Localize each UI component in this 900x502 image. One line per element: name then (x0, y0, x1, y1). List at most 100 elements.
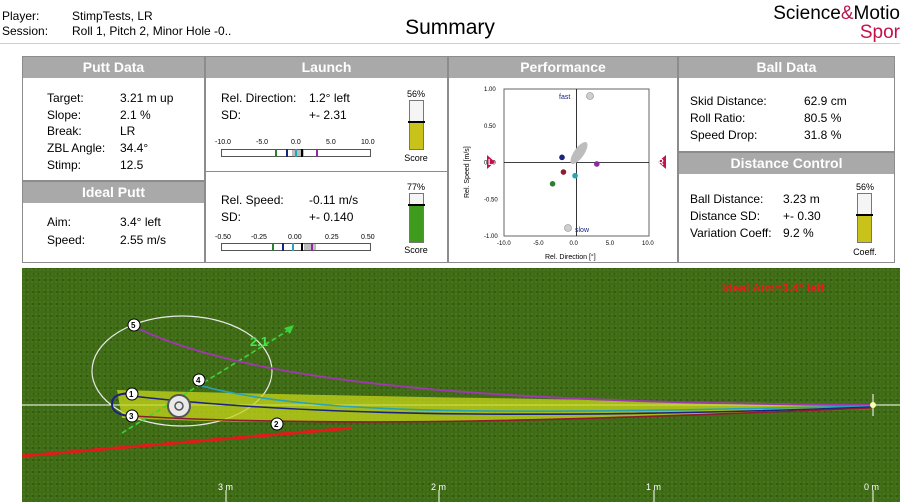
zbl-angle-label: ZBL Angle: (47, 141, 106, 155)
ball-distance-value: 3.23 m (783, 192, 820, 206)
distance-control-panel: Distance Control Ball Distance: 3.23 m D… (678, 152, 895, 263)
x-tick-label: 10.0 (642, 241, 654, 247)
ball-data-heading: Ball Data (679, 57, 894, 78)
right-marker-arrow (658, 155, 666, 169)
zbl-angle-value: 34.4° (120, 141, 149, 155)
roll-ratio-value: 80.5 % (804, 111, 842, 125)
putt-corridor (117, 390, 872, 423)
launch-heading: Launch (206, 57, 447, 78)
putt-data-panel: Putt Data Target: 3.21 m up Slope: 2.1 %… (22, 56, 205, 181)
hole-icon (870, 402, 876, 408)
y-tick-label: 1.00 (484, 87, 496, 93)
speed-tick-4: 0.50 (361, 234, 375, 241)
speed-tick-1: -0.25 (251, 234, 267, 241)
direction-sd-line (121, 327, 293, 434)
coeff-score-percent: 56% (855, 182, 874, 192)
left-marker-label: L (488, 158, 493, 167)
aim-value: 3.4° left (120, 215, 161, 229)
left-marker-arrow (487, 155, 495, 169)
speed-drop-value: 31.8 % (804, 128, 842, 142)
speed-tick-0: -0.50 (215, 234, 231, 241)
putt-data-heading: Putt Data (23, 57, 204, 78)
rel-direction-label: Rel. Direction: (221, 91, 297, 105)
ideal-putt-heading: Ideal Putt (23, 182, 204, 203)
putt-marker-3-label: 3 (129, 412, 134, 421)
aim-label: Aim: (47, 215, 71, 229)
skid-distance-value: 62.9 cm (804, 94, 847, 108)
y-tick-label: -1.00 (484, 234, 498, 240)
target-value: 3.21 m up (120, 91, 174, 105)
coeff-score-label: Coeff. (853, 247, 877, 257)
scatter-point-2 (560, 169, 567, 175)
speed-sd-value: +- 0.140 (309, 210, 354, 224)
stimp-label: Stimp: (47, 158, 82, 172)
player-value: StimpTests, LR (72, 9, 153, 23)
header-divider (0, 43, 900, 44)
putt-marker-4 (192, 373, 206, 387)
putt-marker-3 (125, 409, 139, 423)
direction-tick-3: 5.0 (326, 139, 336, 146)
session-value: Roll 1, Pitch 2, Minor Hole -0.. (72, 24, 232, 38)
direction-tick-4: 10.0 (361, 139, 375, 146)
direction-arrow-head (284, 325, 294, 334)
scatter-point-3 (549, 181, 556, 187)
putt-trajectory-overlay: 1 2 3 4 5 2.1 Ideal Aim=3.4° left (22, 281, 900, 502)
putt-marker-4-label: 4 (196, 376, 201, 385)
target-label: Target: (47, 91, 84, 105)
break-label: Break: (47, 124, 82, 138)
speed-tick-3: 0.25 (325, 234, 339, 241)
brand-amp: & (840, 3, 854, 24)
putt-marker-5 (127, 318, 141, 332)
distance-sd-value: +- 0.30 (783, 209, 821, 223)
y-tick-label: 0.50 (484, 124, 496, 130)
stimp-value: 12.5 (120, 158, 144, 172)
slow-label: slow (575, 227, 590, 234)
direction-tick-2: 0.0 (291, 139, 301, 146)
speed-score-percent: 77% (406, 182, 425, 192)
putt-trajectory-4 (201, 385, 873, 412)
performance-panel: Performance -10.0-5.00.05.010.01.000.500… (448, 56, 678, 263)
speed-tick-2: 0.00 (288, 234, 302, 241)
speed-label: Speed: (47, 233, 86, 247)
direction-sd-value: +- 2.31 (309, 108, 347, 122)
direction-score-bar (408, 100, 425, 150)
putt-marker-1 (125, 387, 139, 401)
direction-tick-1: -5.0 (256, 139, 269, 146)
x-tick-label: -10.0 (497, 241, 511, 247)
putt-trajectory-5 (136, 327, 873, 406)
speed-value: 2.55 m/s (120, 233, 167, 247)
player-label: Player: (2, 9, 40, 23)
scatter-point-1 (559, 154, 565, 161)
variation-coeff-value: 9.2 % (783, 226, 814, 240)
direction-tick-0: -10.0 (215, 139, 231, 146)
launch-panel: Launch Rel. Direction: 1.2° left SD: +- … (205, 56, 448, 263)
performance-chart: -10.0-5.00.05.010.01.000.500.00-0.50-1.0… (464, 87, 666, 261)
y-axis-label: Rel. Speed [m/s] (464, 146, 471, 198)
distance-label-1m: 1 m (646, 482, 662, 492)
direction-scale (221, 149, 371, 157)
right-marker-label: R (658, 158, 664, 167)
scatter-point-4 (594, 161, 600, 167)
brand-word-sport: Spor (859, 22, 900, 43)
ball-distance-label: Ball Distance: (690, 192, 764, 206)
distance-control-heading: Distance Control (679, 153, 894, 174)
fast-label: fast (559, 94, 570, 101)
ideal-putt-panel: Ideal Putt Aim: 3.4° left Speed: 2.55 m/… (22, 181, 205, 263)
x-tick-label: -5.0 (533, 241, 544, 247)
speed-score-label: Score (404, 245, 428, 255)
speed-sd-label: SD: (221, 210, 242, 224)
putt-marker-5-label: 5 (131, 321, 136, 330)
coeff-score-bar (856, 193, 873, 243)
rel-direction-value: 1.2° left (309, 91, 350, 105)
x-tick-label: 5.0 (606, 241, 615, 247)
rel-speed-value: -0.11 m/s (309, 193, 359, 207)
distance-sd-label: Distance SD: (690, 209, 761, 223)
direction-sd-label: SD: (221, 108, 242, 122)
fast-ball-icon (586, 92, 594, 100)
dispersion-ellipse (570, 141, 588, 165)
session-label: Session: (2, 24, 49, 38)
distance-label-0m: 0 m (864, 482, 880, 492)
putt-marker-2-label: 2 (274, 420, 279, 429)
rel-speed-label: Rel. Speed: (221, 193, 284, 207)
skid-distance-label: Skid Distance: (690, 94, 767, 108)
